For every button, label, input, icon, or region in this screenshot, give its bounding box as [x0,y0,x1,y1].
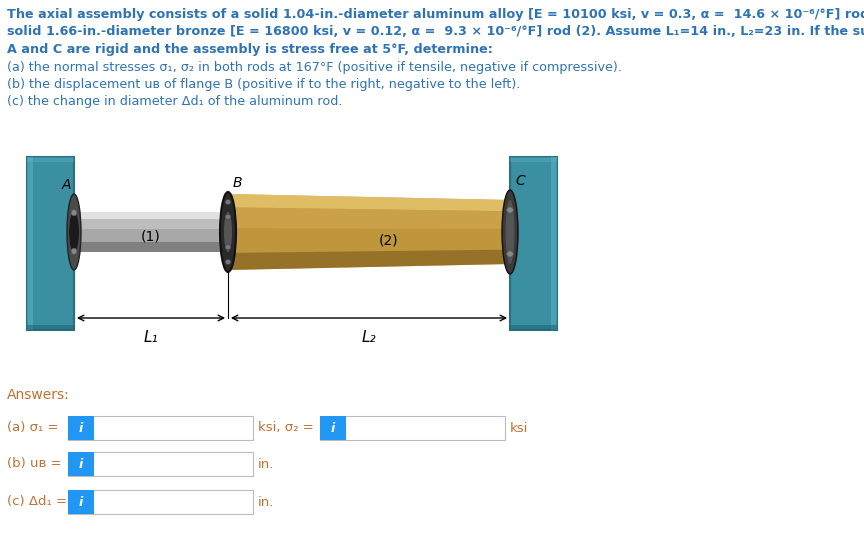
Text: solid 1.66-in.-diameter bronze [E = 16800 ksi, v = 0.12, α =  9.3 × 10⁻⁶/°F] rod: solid 1.66-in.-diameter bronze [E = 1680… [7,25,864,38]
Ellipse shape [226,259,231,265]
Ellipse shape [504,200,516,264]
Ellipse shape [507,207,513,213]
Text: i: i [79,421,83,434]
Ellipse shape [226,215,231,219]
Polygon shape [228,208,510,229]
Ellipse shape [226,199,231,204]
Text: (1): (1) [141,230,161,244]
Ellipse shape [71,248,77,254]
Text: i: i [331,421,335,434]
Text: C: C [515,174,524,188]
Ellipse shape [67,194,81,270]
Text: (a) σ₁ =: (a) σ₁ = [7,421,59,434]
Bar [74,212,228,219]
Ellipse shape [69,212,79,252]
Bar [510,157,557,162]
Bar [551,157,557,330]
Text: Answers:: Answers: [7,388,70,402]
Ellipse shape [221,194,235,270]
Ellipse shape [502,190,518,274]
Text: (b) uʙ =: (b) uʙ = [7,458,61,471]
Bar [74,242,228,252]
Text: in.: in. [258,495,275,508]
Ellipse shape [224,212,232,252]
Text: (2): (2) [379,233,399,247]
Ellipse shape [226,215,231,219]
Bar [68,452,94,476]
Text: in.: in. [258,458,275,471]
Text: A and C are rigid and the assembly is stress free at 5°F, determine:: A and C are rigid and the assembly is st… [7,43,492,56]
Bar [320,416,346,440]
Text: L₂: L₂ [362,330,377,345]
Polygon shape [228,250,510,270]
Text: i: i [79,495,83,508]
Bar [27,325,74,330]
Ellipse shape [71,210,77,216]
Bar [27,157,74,162]
Bar [68,490,94,514]
Ellipse shape [71,248,77,254]
Polygon shape [228,194,510,211]
Bar [510,325,557,330]
Bar [510,157,557,330]
Text: (c) the change in diameter Δd₁ of the aluminum rod.: (c) the change in diameter Δd₁ of the al… [7,95,342,108]
Text: (b) the displacement uʙ of flange B (positive if to the right, negative to the l: (b) the displacement uʙ of flange B (pos… [7,78,520,91]
Polygon shape [228,194,510,270]
Ellipse shape [505,200,514,264]
Text: The axial assembly consists of a solid 1.04-in.-diameter aluminum alloy [E = 101: The axial assembly consists of a solid 1… [7,8,864,21]
Bar [74,219,228,229]
Bar [74,212,228,252]
Text: L₁: L₁ [143,330,158,345]
Ellipse shape [220,192,236,272]
Text: (c) Δd₁ =: (c) Δd₁ = [7,495,67,508]
Text: B: B [233,176,243,190]
Text: A: A [62,178,72,192]
Bar [68,416,253,440]
Ellipse shape [69,212,79,252]
Bar [320,416,505,440]
Ellipse shape [226,245,231,250]
Ellipse shape [507,251,513,257]
Bar [68,416,94,440]
Text: (a) the normal stresses σ₁, σ₂ in both rods at 167°F (positive if tensile, negat: (a) the normal stresses σ₁, σ₂ in both r… [7,60,622,73]
Bar [27,157,33,330]
Text: ksi: ksi [510,421,529,434]
Text: i: i [79,458,83,471]
Bar [68,452,253,476]
Ellipse shape [507,207,513,213]
Text: ksi, σ₂ =: ksi, σ₂ = [258,421,314,434]
Ellipse shape [507,251,513,257]
Ellipse shape [71,210,77,216]
Ellipse shape [226,245,231,250]
Bar [27,157,74,330]
Bar [68,490,253,514]
